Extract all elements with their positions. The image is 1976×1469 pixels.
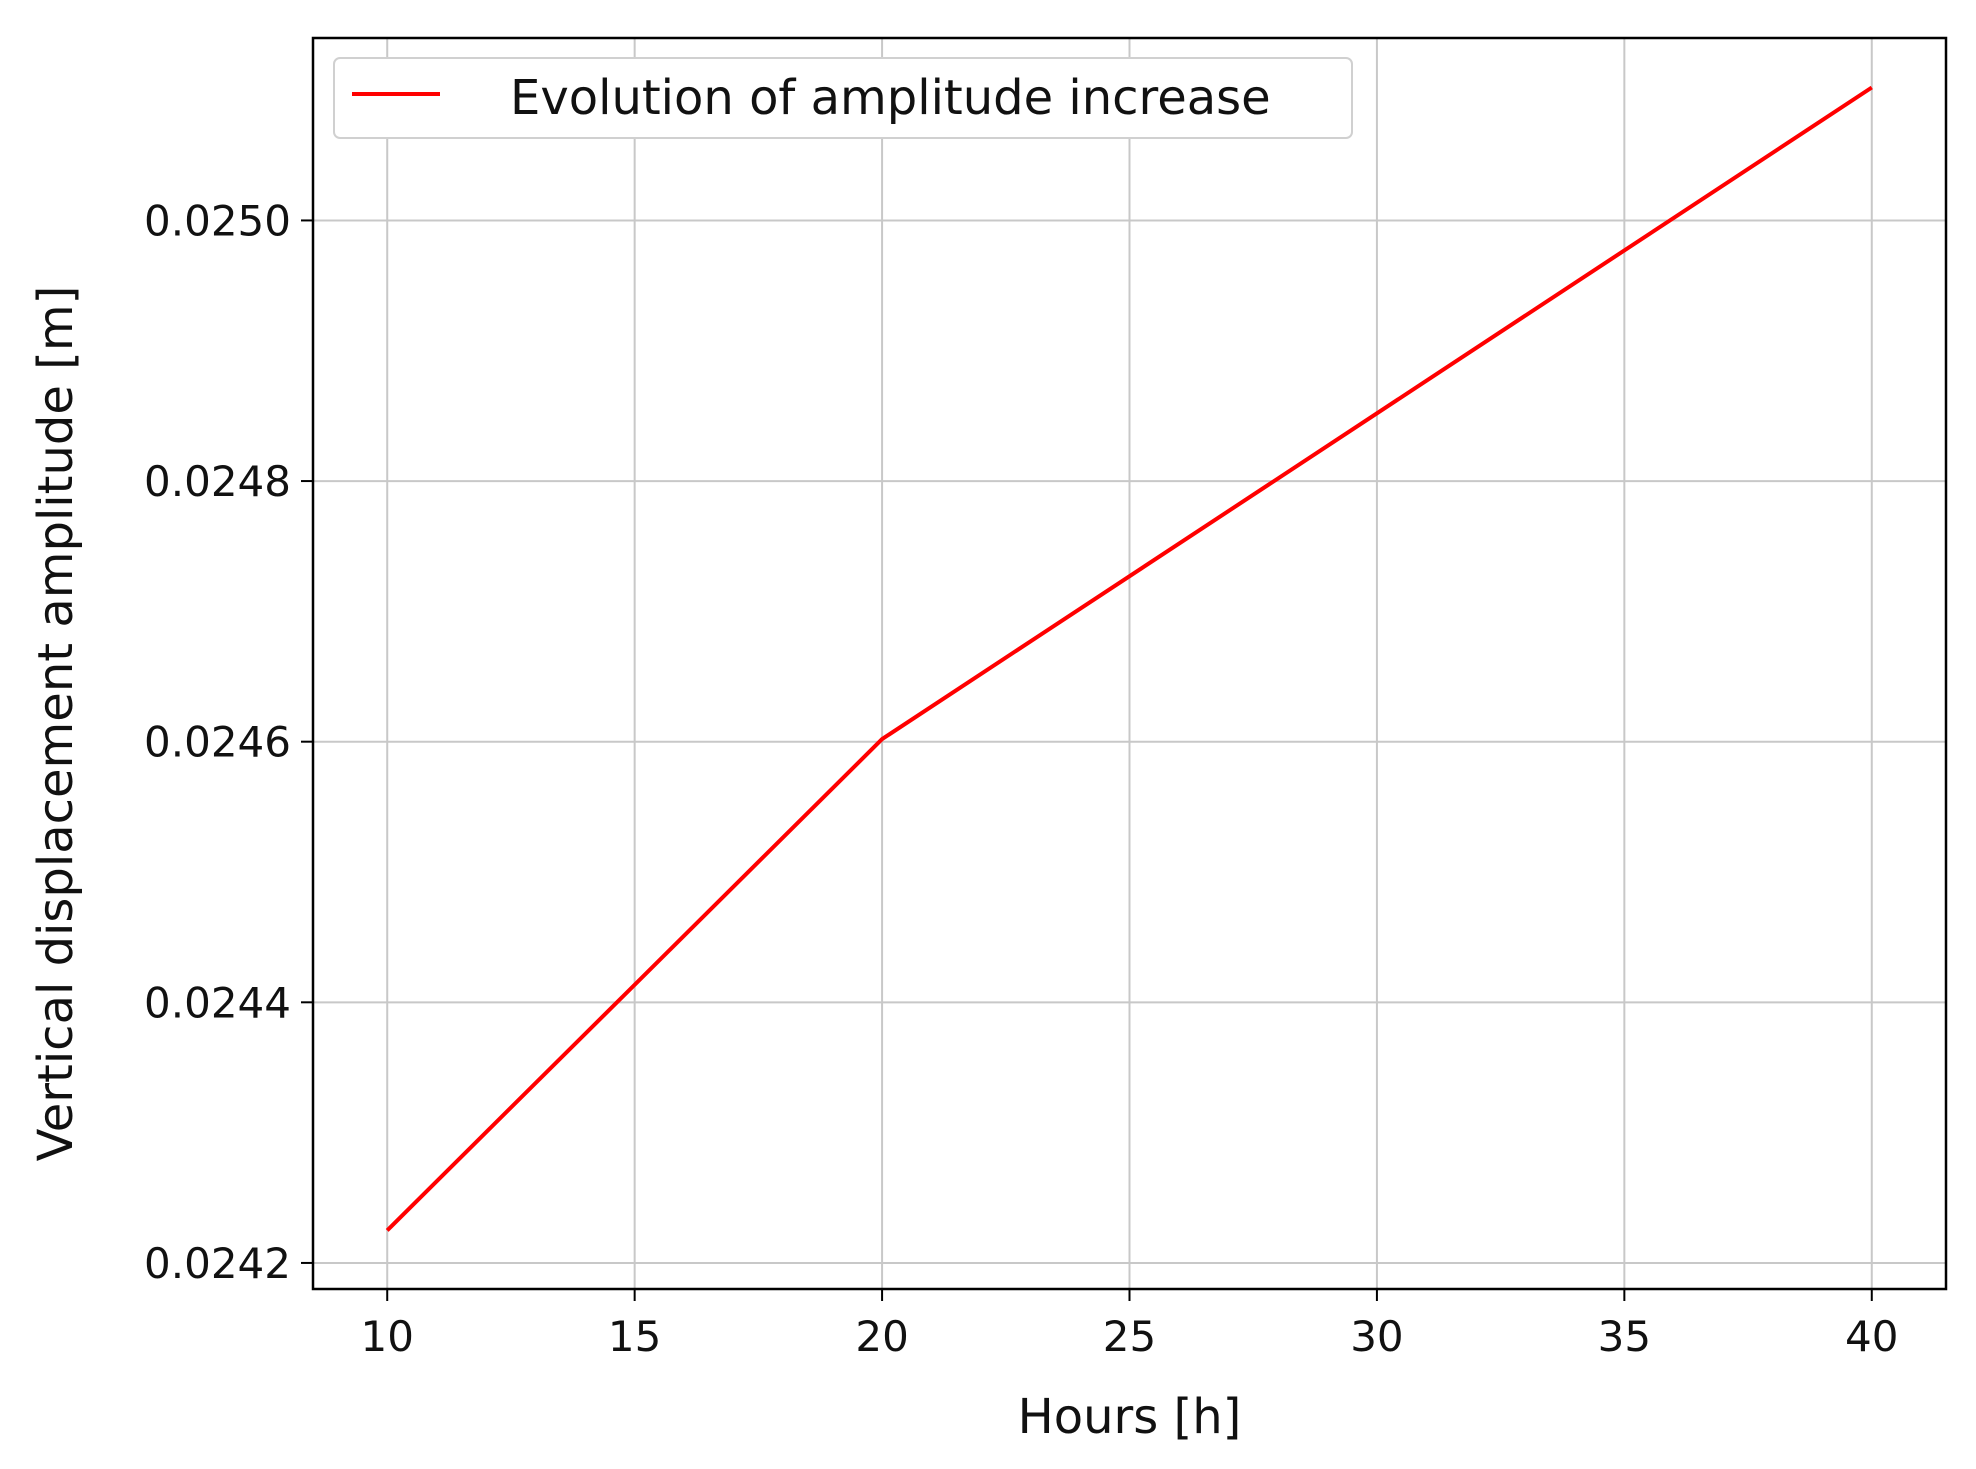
x-tick-label: 40 [1845, 1312, 1898, 1361]
x-tick-label: 15 [608, 1312, 661, 1361]
series-layer [385, 85, 1873, 1232]
y-tick-label: 0.0244 [144, 978, 291, 1027]
series-line [385, 85, 1873, 1232]
y-tick-label: 0.0248 [144, 457, 291, 506]
grid [313, 38, 1946, 1289]
x-tick-label: 35 [1598, 1312, 1651, 1361]
y-tick-label: 0.0246 [144, 718, 291, 767]
x-axis: 10 15 20 25 30 35 40 [361, 1289, 1898, 1361]
x-tick-label: 30 [1350, 1312, 1403, 1361]
x-tick-label: 10 [361, 1312, 414, 1361]
x-axis-label: Hours [h] [1018, 1389, 1242, 1445]
y-tick-label: 0.0242 [144, 1239, 291, 1288]
y-axis-label: Vertical displacement amplitude [m] [28, 286, 84, 1162]
y-tick-label: 0.0250 [144, 196, 291, 245]
legend-box [333, 57, 1353, 139]
x-tick-label: 20 [855, 1312, 908, 1361]
x-tick-label: 25 [1103, 1312, 1156, 1361]
legend-label: Evolution of amplitude increase [510, 70, 1271, 126]
legend: Evolution of amplitude increase [333, 57, 1353, 139]
y-axis: 0.0242 0.0244 0.0246 0.0248 0.0250 [144, 196, 313, 1288]
